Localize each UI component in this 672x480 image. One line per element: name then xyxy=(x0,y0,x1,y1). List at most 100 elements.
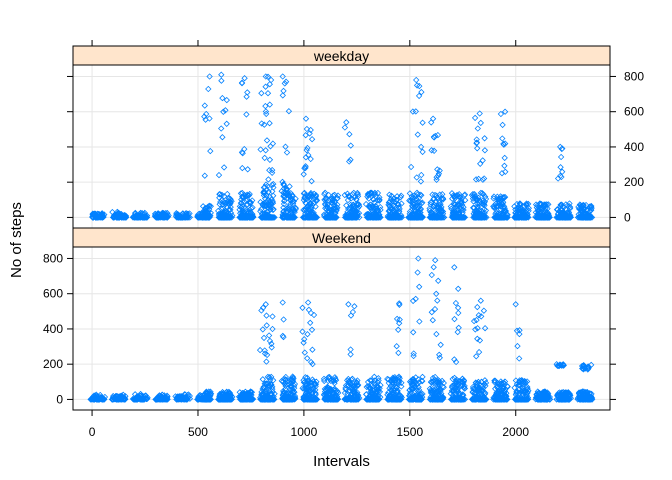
data-point xyxy=(471,114,479,122)
data-point xyxy=(262,210,269,218)
data-point xyxy=(362,200,370,208)
data-point xyxy=(431,305,439,313)
data-point xyxy=(244,192,251,199)
data-point xyxy=(462,197,469,204)
data-point xyxy=(412,108,419,115)
data-point xyxy=(206,73,213,80)
data-point xyxy=(558,173,565,181)
data-point xyxy=(455,309,462,317)
data-point xyxy=(280,181,287,188)
data-point xyxy=(589,396,596,403)
data-point xyxy=(354,189,361,197)
data-point xyxy=(565,214,573,221)
data-point xyxy=(259,304,267,311)
data-point xyxy=(397,396,405,403)
data-point xyxy=(259,376,266,383)
data-point xyxy=(345,301,352,308)
data-point xyxy=(220,164,228,171)
data-point xyxy=(347,142,354,149)
data-point xyxy=(331,210,339,217)
data-point xyxy=(228,396,235,403)
data-point xyxy=(143,214,150,221)
data-point xyxy=(341,191,348,199)
data-point xyxy=(419,390,426,398)
data-point xyxy=(366,385,373,392)
data-point xyxy=(305,151,312,159)
data-point xyxy=(302,374,309,381)
data-point xyxy=(307,319,314,326)
x-tick-label: 1500 xyxy=(396,425,423,439)
data-point xyxy=(472,176,480,183)
data-point xyxy=(544,391,551,399)
data-point xyxy=(580,201,587,209)
data-point xyxy=(389,381,396,388)
data-point xyxy=(502,396,509,403)
data-point xyxy=(375,207,382,215)
data-point xyxy=(320,375,328,383)
data-point xyxy=(283,390,290,397)
data-point xyxy=(356,203,363,210)
data-point xyxy=(262,108,270,115)
data-point xyxy=(396,320,403,327)
data-point xyxy=(164,396,171,403)
data-point xyxy=(474,145,481,152)
data-point xyxy=(286,183,293,190)
data-point xyxy=(477,297,484,304)
data-point xyxy=(431,373,439,381)
data-point xyxy=(452,299,460,307)
data-point xyxy=(439,208,447,215)
data-point xyxy=(409,198,416,205)
data-point xyxy=(301,194,308,201)
data-point xyxy=(429,317,436,324)
data-point xyxy=(241,75,248,82)
data-point xyxy=(249,213,257,220)
data-point xyxy=(497,110,505,118)
data-point xyxy=(312,203,319,210)
data-point xyxy=(354,210,361,217)
data-point xyxy=(269,325,276,333)
data-point xyxy=(474,335,481,342)
data-point xyxy=(438,203,445,211)
data-point xyxy=(500,379,508,386)
data-point xyxy=(483,214,490,221)
data-point xyxy=(458,214,466,221)
data-point xyxy=(475,348,483,356)
data-point xyxy=(226,389,234,397)
data-point xyxy=(516,355,523,362)
data-point xyxy=(206,214,213,221)
data-point xyxy=(544,214,551,221)
data-point xyxy=(227,213,234,221)
data-point xyxy=(280,333,287,341)
data-point xyxy=(123,214,130,221)
data-point xyxy=(524,389,531,397)
data-point xyxy=(460,204,467,211)
data-point xyxy=(460,379,467,386)
data-point xyxy=(163,211,170,219)
data-point xyxy=(579,365,587,372)
data-point xyxy=(514,342,521,350)
data-point xyxy=(333,214,340,221)
data-point xyxy=(206,205,213,213)
data-point xyxy=(523,207,530,214)
data-point xyxy=(480,191,487,198)
data-point xyxy=(258,307,265,314)
data-point xyxy=(265,176,272,183)
data-point xyxy=(456,191,463,198)
data-point xyxy=(523,396,530,403)
data-point xyxy=(397,396,404,403)
data-point xyxy=(544,205,551,212)
data-point xyxy=(480,388,488,396)
data-point xyxy=(302,154,310,161)
data-point xyxy=(326,375,333,382)
data-point xyxy=(256,346,264,354)
data-point xyxy=(456,194,464,201)
data-point xyxy=(354,191,361,198)
data-point xyxy=(347,351,354,358)
data-point xyxy=(243,197,250,204)
data-point xyxy=(434,297,441,304)
data-point xyxy=(418,192,425,199)
data-point xyxy=(227,196,234,203)
data-point xyxy=(325,191,332,199)
data-point xyxy=(516,200,523,207)
data-point xyxy=(375,211,382,218)
